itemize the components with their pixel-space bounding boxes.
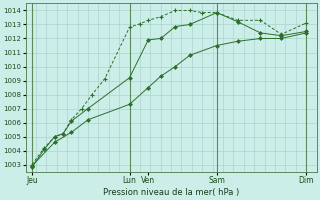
X-axis label: Pression niveau de la mer( hPa ): Pression niveau de la mer( hPa )	[103, 188, 239, 197]
